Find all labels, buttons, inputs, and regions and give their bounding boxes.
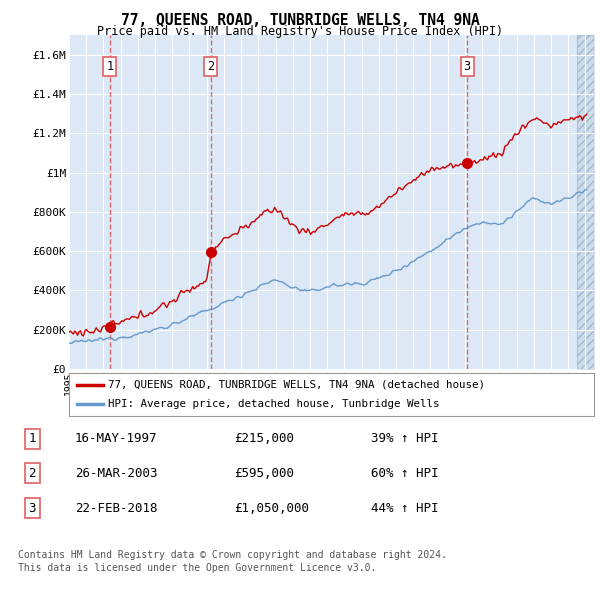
Text: 2: 2 — [29, 467, 36, 480]
Text: 26-MAR-2003: 26-MAR-2003 — [75, 467, 157, 480]
Text: Price paid vs. HM Land Registry's House Price Index (HPI): Price paid vs. HM Land Registry's House … — [97, 25, 503, 38]
Text: HPI: Average price, detached house, Tunbridge Wells: HPI: Average price, detached house, Tunb… — [109, 399, 440, 409]
Text: 16-MAY-1997: 16-MAY-1997 — [75, 432, 157, 445]
Text: This data is licensed under the Open Government Licence v3.0.: This data is licensed under the Open Gov… — [18, 563, 376, 573]
Text: 44% ↑ HPI: 44% ↑ HPI — [371, 502, 439, 515]
Text: 77, QUEENS ROAD, TUNBRIDGE WELLS, TN4 9NA: 77, QUEENS ROAD, TUNBRIDGE WELLS, TN4 9N… — [121, 13, 479, 28]
Text: 3: 3 — [464, 60, 471, 73]
Text: 22-FEB-2018: 22-FEB-2018 — [75, 502, 157, 515]
Text: 39% ↑ HPI: 39% ↑ HPI — [371, 432, 439, 445]
Text: £215,000: £215,000 — [235, 432, 295, 445]
Text: 77, QUEENS ROAD, TUNBRIDGE WELLS, TN4 9NA (detached house): 77, QUEENS ROAD, TUNBRIDGE WELLS, TN4 9N… — [109, 380, 485, 390]
Text: Contains HM Land Registry data © Crown copyright and database right 2024.: Contains HM Land Registry data © Crown c… — [18, 550, 447, 560]
Text: 2: 2 — [207, 60, 214, 73]
Text: 1: 1 — [29, 432, 36, 445]
Text: 60% ↑ HPI: 60% ↑ HPI — [371, 467, 439, 480]
Text: £1,050,000: £1,050,000 — [235, 502, 310, 515]
Text: 3: 3 — [29, 502, 36, 515]
Text: 1: 1 — [106, 60, 113, 73]
Text: £595,000: £595,000 — [235, 467, 295, 480]
